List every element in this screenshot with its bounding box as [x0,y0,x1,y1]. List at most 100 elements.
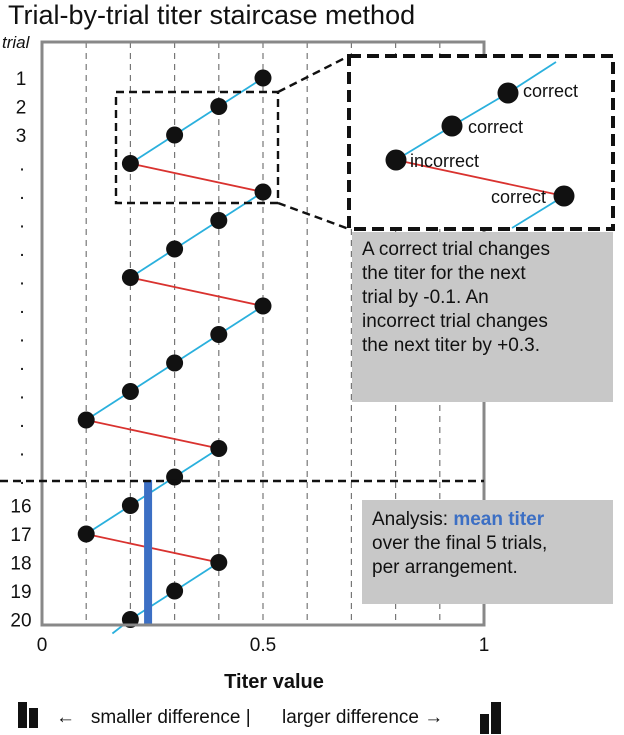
rule-note: A correct trial changes the titer for the… [352,232,613,402]
trial-label-20: 20 [10,611,31,632]
correct-connector-14 [174,447,220,478]
trial-point-3 [166,126,184,144]
correct-connector-18 [174,561,220,592]
trial-point-1 [254,69,272,87]
trial-labels: trial 1 2 3............ 16 17 18 19 20 [2,33,32,632]
right-arrow: → [424,707,444,728]
trial-label-1: 1 [16,69,27,90]
difference-legend: ← smaller difference | larger difference… [14,698,514,734]
trial-point-10 [210,326,228,343]
left-arrow: ← [56,707,75,728]
correct-connector-12 [85,390,131,421]
inset-connector-3 [395,159,565,197]
trial-label-9: . [19,297,24,318]
trial-label-4: . [19,155,24,176]
trial-label-5: . [19,183,24,204]
correct-connector-11 [129,362,176,393]
trial-point-5 [254,183,272,201]
trial-point-16 [121,497,139,514]
x-axis: 0 0.5 1 Titer value [37,635,490,693]
trial-column-header: trial [2,33,31,52]
trial-label-11: . [19,354,24,375]
trial-label-14: . [19,440,24,461]
zoom-source-box [114,90,280,205]
legend-right: larger difference → [282,707,443,729]
rule-line-2: the titer for the next [362,263,526,284]
rule-line-4: incorrect trial changes [362,311,548,332]
inset-label-1: correct [523,81,578,101]
trial-point-9 [254,297,272,315]
analysis-line-1: over the final 5 trials, [372,533,548,554]
correct-connector-5 [218,191,264,222]
trial-label-3: 3 [16,126,27,147]
trial-points [77,69,272,628]
correct-connector-6 [174,219,220,250]
correct-connector-19 [129,590,176,621]
trial-label-17: 17 [10,525,31,546]
mean-titer-bar [144,480,153,625]
trial-label-10: . [19,326,24,347]
rule-line-1: A correct trial changes [362,239,550,260]
analysis-prefix: Analysis: [372,509,454,530]
trial-label-6: . [19,212,24,233]
inset-point-1 [497,82,519,104]
trial-label-16: 16 [10,497,31,518]
analysis-note: Analysis: mean titer over the final 5 tr… [362,500,613,604]
rule-line-3: trial by -0.1. An [362,287,489,308]
correct-connector-9 [218,305,264,336]
trial-point-4 [121,155,139,172]
x-tick-label-3: 1 [479,635,490,656]
analysis-highlight: mean titer [453,509,545,530]
trial-label-2: 2 [16,98,27,119]
rule-line-5: the next titer by +0.3. [362,335,540,356]
trial-point-13 [77,411,95,429]
trial-point-2 [210,98,228,115]
zoom-link-top [277,54,350,94]
trial-point-14 [210,440,228,457]
trial-point-19 [166,582,184,600]
correct-connector-15 [129,476,176,507]
mean-titer-marker [144,480,153,625]
inset-connector-2 [395,125,453,161]
correct-connector-3 [129,134,176,165]
legend-smaller: smaller difference | [90,707,251,728]
diagram-title: Trial-by-trial titer staircase method [8,0,416,30]
correct-connector-7 [129,248,176,279]
trial-point-17 [77,525,95,543]
large-bars-icon [480,702,506,734]
incorrect-connector-4 [130,162,264,193]
trial-point-18 [210,554,228,571]
small-bars-icon [18,702,42,728]
trial-label-13: . [19,411,24,432]
x-tick-label-1: 0 [37,635,48,656]
trial-label-18: 18 [10,554,31,575]
zoom-link-bottom [277,201,350,231]
trial-point-12 [121,383,139,400]
inset-label-3: incorrect [410,151,479,171]
trial-label-19: 19 [10,582,31,603]
legend-larger: larger difference [282,707,419,728]
trial-connectors [85,77,264,635]
trial-label-7: . [19,240,24,261]
inset-point-4 [553,185,575,207]
trial-label-15: . [19,468,24,489]
incorrect-connector-8 [130,276,264,307]
inset-point-3 [385,149,407,171]
inset-connector-1 [451,92,509,127]
inset-label-2: correct [468,117,523,137]
trial-point-6 [210,212,228,229]
trial-point-8 [121,269,139,286]
x-axis-title: Titer value [224,671,324,693]
trial-label-8: . [19,269,24,290]
analysis-line-2: per arrangement. [372,557,518,578]
correct-connector-16 [85,504,131,535]
trial-point-15 [166,468,184,486]
incorrect-connector-17 [86,533,219,564]
trial-point-7 [166,240,184,258]
inset-label-4: correct [491,187,546,207]
correct-connector-2 [174,105,220,136]
legend-left: ← smaller difference | [56,707,251,729]
x-tick-label-2: 0.5 [250,635,276,656]
